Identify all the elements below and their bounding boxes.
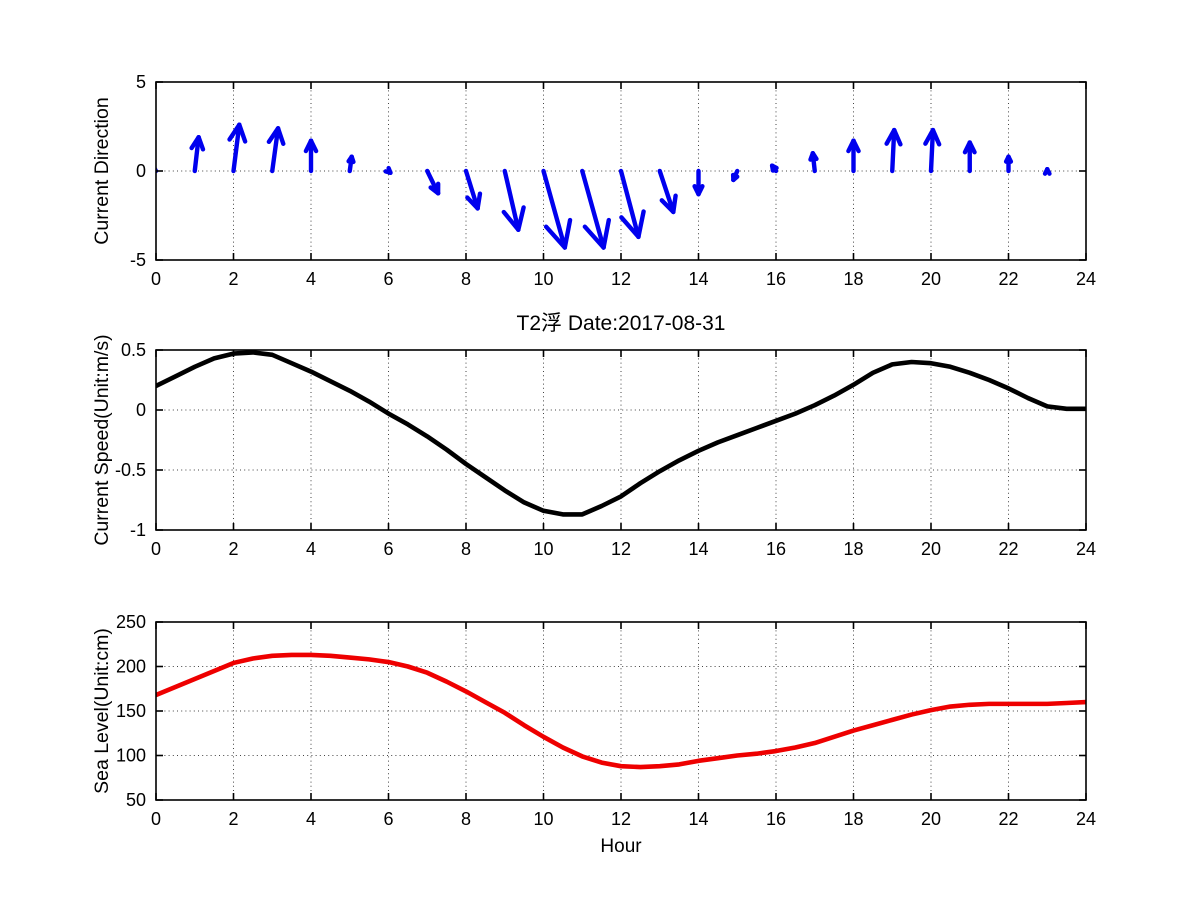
x-tick-label: 6 [383,809,393,829]
x-tick-label: 4 [306,539,316,559]
quiver-arrow-h0 [148,157,156,171]
x-tick-label: 24 [1076,269,1096,289]
x-tick-label: 0 [151,539,161,559]
quiver-arrow-h10 [544,171,571,248]
current-speed-series [156,352,1086,514]
axis-border [156,350,1086,530]
quiver-arrow-h13 [660,171,676,212]
x-tick-label: 2 [228,269,238,289]
x-tick-label: 0 [151,809,161,829]
quiver-arrow-h15 [733,171,737,180]
x-tick-label: 12 [611,269,631,289]
x-tick-label: 14 [688,809,708,829]
quiver-arrow-h17 [810,153,816,171]
y-tick-label: 250 [116,612,146,632]
x-tick-label: 20 [921,539,941,559]
current-direction-series [148,125,1049,248]
quiver-arrow-h4 [306,141,316,171]
y-tick-label: 100 [116,746,146,766]
x-tick-label: 16 [766,539,786,559]
x-tick-label: 22 [998,539,1018,559]
quiver-arrow-h7 [427,171,438,193]
quiver-arrow-h21 [965,143,975,171]
x-tick-label: 12 [611,809,631,829]
current-direction-ylabel: Current Direction [91,97,113,244]
x-tick-label: 20 [921,269,941,289]
x-tick-label: 22 [998,269,1018,289]
quiver-arrow-h6 [386,168,391,173]
quiver-arrow-h20 [925,130,939,171]
x-tick-label: 20 [921,809,941,829]
quiver-arrow-h18 [848,141,858,171]
y-tick-label: 0 [136,400,146,420]
quiver-arrow-h11 [582,171,609,248]
x-tick-label: 18 [843,539,863,559]
quiver-arrow-h12 [621,171,644,237]
x-tick-label: 10 [533,809,553,829]
x-tick-label: 22 [998,809,1018,829]
y-tick-label: -5 [130,250,146,270]
x-tick-label: 8 [461,539,471,559]
current-speed-line [156,352,1086,514]
x-tick-label: 12 [611,539,631,559]
y-tick-label: 150 [116,701,146,721]
x-tick-label: 16 [766,269,786,289]
x-tick-label: 2 [228,809,238,829]
quiver-arrow-h22 [1006,157,1011,171]
x-tick-label: 8 [461,269,471,289]
tick-marks [156,350,1086,530]
x-tick-label: 6 [383,269,393,289]
x-tick-label: 10 [533,269,553,289]
current-speed-ylabel: Current Speed(Unit:m/s) [91,334,113,545]
quiver-arrow-h9 [504,171,524,230]
quiver-arrow-h8 [466,171,480,208]
quiver-arrow-h2 [230,125,246,171]
x-axis-label: Hour [600,836,642,857]
x-tick-label: 24 [1076,809,1096,829]
y-tick-label: 5 [136,72,146,92]
x-tick-label: 14 [688,539,708,559]
sea-level-ylabel: Sea Level(Unit:cm) [91,628,113,794]
grid-lines [156,350,1086,530]
quiver-arrow-h1 [192,137,203,171]
quiver-arrow-h23 [1045,169,1049,173]
x-tick-label: 0 [151,269,161,289]
quiver-arrow-h16 [772,166,776,171]
quiver-arrow-h14 [695,171,703,194]
x-tick-label: 10 [533,539,553,559]
y-tick-label: 50 [126,790,146,810]
quiver-arrow-h19 [887,130,901,171]
x-tick-label: 14 [688,269,708,289]
y-tick-label: 0 [136,161,146,181]
grid-lines [156,622,1086,800]
y-tick-label: -0.5 [115,460,146,480]
x-tick-label: 8 [461,809,471,829]
x-tick-label: 24 [1076,539,1096,559]
y-tick-label: 200 [116,657,146,677]
figure-title: T2浮 Date:2017-08-31 [517,312,726,335]
x-tick-label: 18 [843,809,863,829]
x-tick-label: 18 [843,269,863,289]
quiver-arrow-h5 [349,157,354,171]
x-tick-label: 2 [228,539,238,559]
y-tick-label: 0.5 [121,340,146,360]
x-tick-label: 16 [766,809,786,829]
y-tick-label: -1 [130,520,146,540]
quiver-arrow-h3 [269,128,283,171]
x-tick-label: 6 [383,539,393,559]
x-tick-label: 4 [306,269,316,289]
x-tick-label: 4 [306,809,316,829]
